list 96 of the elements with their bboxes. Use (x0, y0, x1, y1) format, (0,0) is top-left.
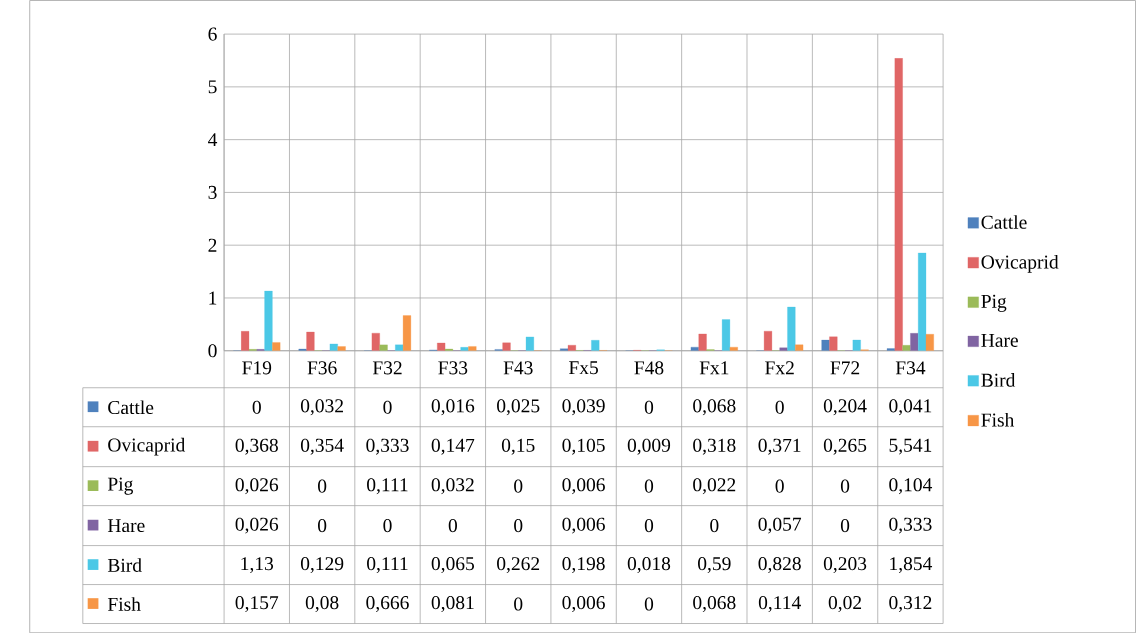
data-label: 0 (383, 518, 392, 533)
x-tick-label: Fx2 (765, 361, 794, 375)
data-label: 0 (710, 518, 719, 533)
data-label: 0 (775, 479, 784, 493)
data-label: 0,666 (366, 595, 409, 612)
data-label: 0,065 (431, 556, 475, 573)
text: Fish (107, 597, 141, 611)
y-tick-label: 6 (208, 27, 217, 41)
data-label: 0,157 (235, 595, 279, 612)
data-label: 0,025 (497, 399, 540, 416)
data-label: 0 (252, 400, 261, 414)
data-label: 0,333 (889, 517, 932, 534)
data-label: 0,354 (300, 438, 344, 455)
data-label: 0,006 (562, 595, 605, 612)
data-label: 0,147 (431, 438, 475, 455)
data-label: 0,333 (366, 438, 409, 455)
data-label: 0,032 (431, 478, 474, 494)
data-label: 0,204 (823, 399, 867, 416)
data-label: 0,018 (627, 556, 671, 573)
data-label: 0 (318, 518, 327, 533)
data-label: 0,198 (562, 556, 605, 573)
data-label: 0,026 (235, 478, 279, 494)
data-label: 1,13 (241, 557, 274, 573)
data-label: 0,032 (300, 399, 343, 416)
text: Ovicaprid (108, 437, 186, 456)
data-label: 0,312 (889, 595, 932, 612)
legend-label: Ovicaprid (981, 254, 1059, 273)
legend-label: Pig (981, 294, 1007, 312)
text: Cattle (981, 215, 1027, 229)
data-label: 0,081 (431, 595, 474, 612)
data-label: 0,022 (693, 478, 736, 494)
data-label: 0,039 (562, 399, 605, 416)
x-tick-label: F48 (634, 361, 664, 375)
data-label: 0 (383, 400, 392, 414)
x-tick-label: F19 (242, 361, 272, 375)
text: Bird (107, 558, 142, 572)
data-label: 0,111 (367, 556, 408, 573)
y-tick-label: 0 (208, 344, 217, 358)
x-tick-label: F34 (895, 361, 926, 375)
data-label: 0,057 (758, 517, 802, 534)
data-label: 0,006 (562, 478, 605, 494)
y-tick-label: 4 (208, 133, 218, 146)
data-label: 0 (644, 400, 654, 414)
data-label: 0,129 (300, 556, 344, 573)
data-label: 0 (644, 479, 654, 493)
y-tick-label: 2 (208, 238, 217, 252)
data-label: 0,828 (758, 556, 801, 573)
data-label: 0,265 (823, 438, 867, 455)
y-tick-label: 1 (209, 291, 217, 305)
legend-label: Fish (981, 412, 1015, 427)
data-label: 0,02 (828, 595, 862, 612)
data-label: 0,009 (627, 438, 671, 455)
data-label: 0 (644, 518, 654, 533)
x-tick-label: F32 (372, 361, 402, 375)
data-label: 0,068 (693, 595, 736, 612)
x-tick-label: F36 (307, 361, 337, 375)
data-label: 0,006 (562, 517, 605, 534)
data-label: 0 (514, 518, 523, 533)
legend-label: Hare (981, 333, 1018, 347)
x-tick-label: F33 (438, 361, 468, 375)
data-label: 0,016 (431, 399, 475, 416)
data-label: 1,854 (890, 556, 933, 573)
legend-label: Cattle (108, 400, 154, 414)
data-label: 0,368 (235, 438, 278, 455)
data-label: 0 (840, 479, 850, 493)
x-tick-label: F43 (503, 361, 533, 375)
data-label: 0,105 (562, 438, 605, 455)
data-label: 0,318 (693, 438, 736, 455)
data-label: 0 (644, 597, 654, 611)
data-label: 0,262 (497, 556, 540, 573)
data-label: 0,08 (305, 595, 339, 612)
data-label: 0 (514, 479, 523, 493)
data-label: 0,114 (758, 595, 801, 612)
data-label: 0 (775, 400, 784, 414)
data-label: 0,068 (693, 399, 736, 416)
x-tick-label: Fx5 (569, 361, 598, 375)
data-label: 0,203 (823, 556, 867, 573)
data-label: 0,111 (367, 478, 408, 494)
legend-label: Bird (981, 372, 1016, 387)
data-label: 0 (840, 518, 850, 533)
y-tick-label: 3 (208, 185, 217, 199)
data-label: 0 (514, 597, 523, 611)
data-label: 0,104 (889, 478, 933, 494)
text: Hare (107, 519, 145, 532)
data-label: 0,041 (889, 399, 932, 416)
data-label: 0 (318, 479, 327, 493)
y-tick-label: 5 (208, 80, 217, 94)
x-tick-label: Fx1 (699, 361, 729, 375)
data-label: 0,15 (501, 438, 535, 455)
x-tick-label: F72 (830, 361, 860, 375)
data-label: 0 (448, 518, 457, 533)
data-label: 5,541 (889, 438, 932, 455)
text: Pig (107, 477, 133, 495)
data-label: 0,59 (698, 556, 731, 573)
data-label: 0,026 (235, 517, 279, 534)
data-label: 0,371 (758, 438, 801, 455)
